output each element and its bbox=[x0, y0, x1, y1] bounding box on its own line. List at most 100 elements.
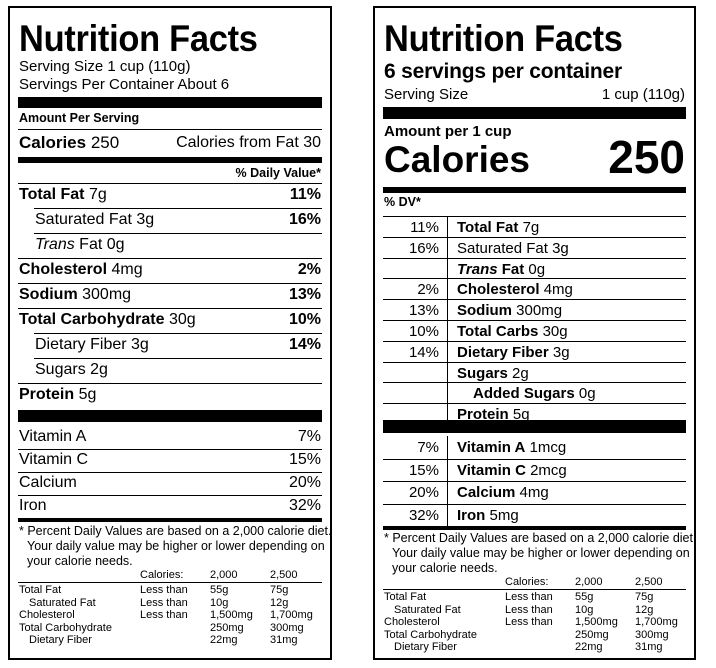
table-row-label: Cholesterol bbox=[384, 616, 440, 628]
nutrient-name-italic: Trans bbox=[35, 236, 75, 253]
footnote: * Percent Daily Values are based on a 2,… bbox=[19, 524, 331, 569]
table-value-2000: 22mg bbox=[575, 641, 603, 653]
nutrient-name: Saturated Fat bbox=[35, 211, 132, 228]
nutrient-amount: 0g bbox=[106, 236, 125, 253]
nutrient-row: Dietary Fiber 3g bbox=[35, 336, 149, 354]
nutrient-amount: 300mg bbox=[82, 286, 132, 303]
table-row-label: Dietary Fiber bbox=[394, 641, 457, 653]
nutrient-dv: 16% bbox=[288, 211, 321, 228]
nutrient-row: Protein 5g bbox=[19, 386, 96, 404]
nutrient-row: Saturated Fat 3g bbox=[457, 240, 569, 257]
medium-divider bbox=[383, 187, 686, 193]
nutrient-amount: 5g bbox=[512, 406, 530, 424]
nutrient-name: Dietary Fiber bbox=[457, 343, 549, 361]
table-header: 2,500 bbox=[270, 569, 298, 581]
divider bbox=[383, 403, 686, 405]
nutrient-name: Sodium bbox=[457, 302, 512, 320]
serving-size-label: Serving Size bbox=[384, 86, 469, 103]
vitamin-amount: 2mcg bbox=[530, 461, 567, 479]
calories-label: Calories bbox=[19, 133, 87, 152]
table-header: Calories: bbox=[505, 576, 549, 588]
divider bbox=[18, 183, 322, 184]
table-value-2500: 1,700mg bbox=[635, 616, 678, 628]
medium-divider bbox=[18, 157, 322, 163]
vitamin-row: Calcium 4mg bbox=[457, 484, 549, 501]
nutrition-label-old-format: Nutrition Facts Serving Size 1 cup (110g… bbox=[8, 6, 332, 660]
nutrient-dv: 2% bbox=[417, 281, 439, 299]
divider bbox=[18, 383, 322, 384]
vitamin-dv: 7% bbox=[417, 439, 439, 456]
table-row-label: Total Carbohydrate bbox=[384, 628, 477, 641]
divider bbox=[18, 308, 322, 309]
table-header: 2,000 bbox=[210, 569, 238, 581]
table-value-2000: 250mg bbox=[210, 621, 244, 634]
nutrient-row: Protein 5g bbox=[457, 406, 530, 423]
servings-per-container: 6 servings per container bbox=[384, 60, 622, 83]
thick-divider bbox=[383, 420, 686, 433]
vitamin-row: Vitamin A 1mcg bbox=[457, 439, 566, 456]
nutrient-name: Protein bbox=[457, 406, 509, 424]
vitamin-name: Iron bbox=[457, 506, 486, 524]
table-header: Calories: bbox=[140, 569, 184, 581]
thick-divider bbox=[383, 107, 686, 119]
nutrient-amount: 3g bbox=[136, 211, 155, 228]
serving-size: Serving Size 1 cup (110g) bbox=[19, 58, 191, 75]
nutrient-dv: 2% bbox=[297, 261, 321, 278]
servings-per-container: Servings Per Container About 6 bbox=[19, 76, 230, 93]
table-value-2000: 1,500mg bbox=[210, 609, 253, 621]
divider bbox=[383, 458, 686, 460]
divider bbox=[383, 503, 686, 505]
vitamin-name: Vitamin C bbox=[19, 451, 89, 468]
nutrient-amount: 3g bbox=[131, 336, 149, 353]
footnote-line: * Percent Daily Values are based on a 2,… bbox=[384, 531, 697, 545]
divider bbox=[18, 472, 322, 473]
vitamin-name: Calcium bbox=[457, 484, 516, 501]
serving-size-value: 1 cup (110g) bbox=[601, 86, 685, 103]
nutrient-name: Added Sugars bbox=[473, 385, 575, 403]
divider bbox=[18, 582, 322, 583]
nutrient-amount: 0g bbox=[578, 385, 596, 403]
vitamin-dv: 32% bbox=[288, 497, 321, 514]
nutrient-amount: 4mg bbox=[543, 281, 573, 299]
vitamin-amount: 4mg bbox=[519, 484, 549, 501]
vitamin-name: Calcium bbox=[19, 474, 77, 491]
divider bbox=[18, 129, 322, 130]
calories-row: Calories 250 bbox=[19, 133, 119, 153]
nutrient-name: Cholesterol bbox=[19, 261, 108, 278]
table-value-2500: 31mg bbox=[635, 641, 663, 653]
label-title: Nutrition Facts bbox=[19, 18, 258, 59]
vitamin-name: Iron bbox=[19, 497, 47, 514]
nutrient-amount: 30g bbox=[168, 311, 196, 328]
table-value-2000: 22mg bbox=[210, 634, 238, 646]
table-value-2500: 31mg bbox=[270, 634, 298, 646]
nutrient-dv: 14% bbox=[408, 343, 439, 361]
nutrient-name-italic: Trans bbox=[457, 260, 498, 278]
nutrient-dv: 10% bbox=[408, 323, 439, 340]
nutrient-name: Saturated Fat bbox=[457, 239, 548, 257]
nutrient-row: Sodium 300mg bbox=[457, 302, 562, 319]
nutrient-dv: 13% bbox=[408, 302, 439, 320]
amount-per-serving: Amount Per Serving bbox=[19, 111, 140, 125]
divider bbox=[383, 257, 686, 259]
nutrient-dv: 13% bbox=[288, 286, 321, 303]
nutrient-row: Total Carbohydrate 30g bbox=[19, 311, 196, 329]
footnote-line: your calorie needs. bbox=[392, 561, 498, 575]
vitamin-dv: 15% bbox=[408, 461, 439, 479]
vitamin-row: Iron 5mg bbox=[457, 507, 519, 524]
table-value-2000: 55g bbox=[575, 591, 594, 603]
nutrient-name: Total Fat bbox=[19, 186, 85, 203]
nutrient-row: Total Fat 7g bbox=[19, 186, 107, 204]
table-row-label: Dietary Fiber bbox=[29, 634, 92, 646]
vitamin-dv: 20% bbox=[288, 474, 321, 491]
table-value-2500: 12g bbox=[270, 596, 289, 609]
vitamin-name: Vitamin A bbox=[457, 439, 526, 456]
vitamin-name: Vitamin A bbox=[19, 428, 87, 445]
table-row-qualifier: Less than bbox=[505, 616, 553, 628]
table-value-2000: 1,500mg bbox=[575, 616, 618, 628]
divider bbox=[34, 208, 322, 209]
nutrient-row: Saturated Fat 3g bbox=[35, 211, 154, 229]
divider bbox=[18, 258, 322, 259]
table-row-label: Cholesterol bbox=[19, 609, 75, 621]
vitamin-amount: 1mcg bbox=[529, 439, 567, 456]
nutrient-row: Cholesterol 4mg bbox=[457, 281, 573, 298]
